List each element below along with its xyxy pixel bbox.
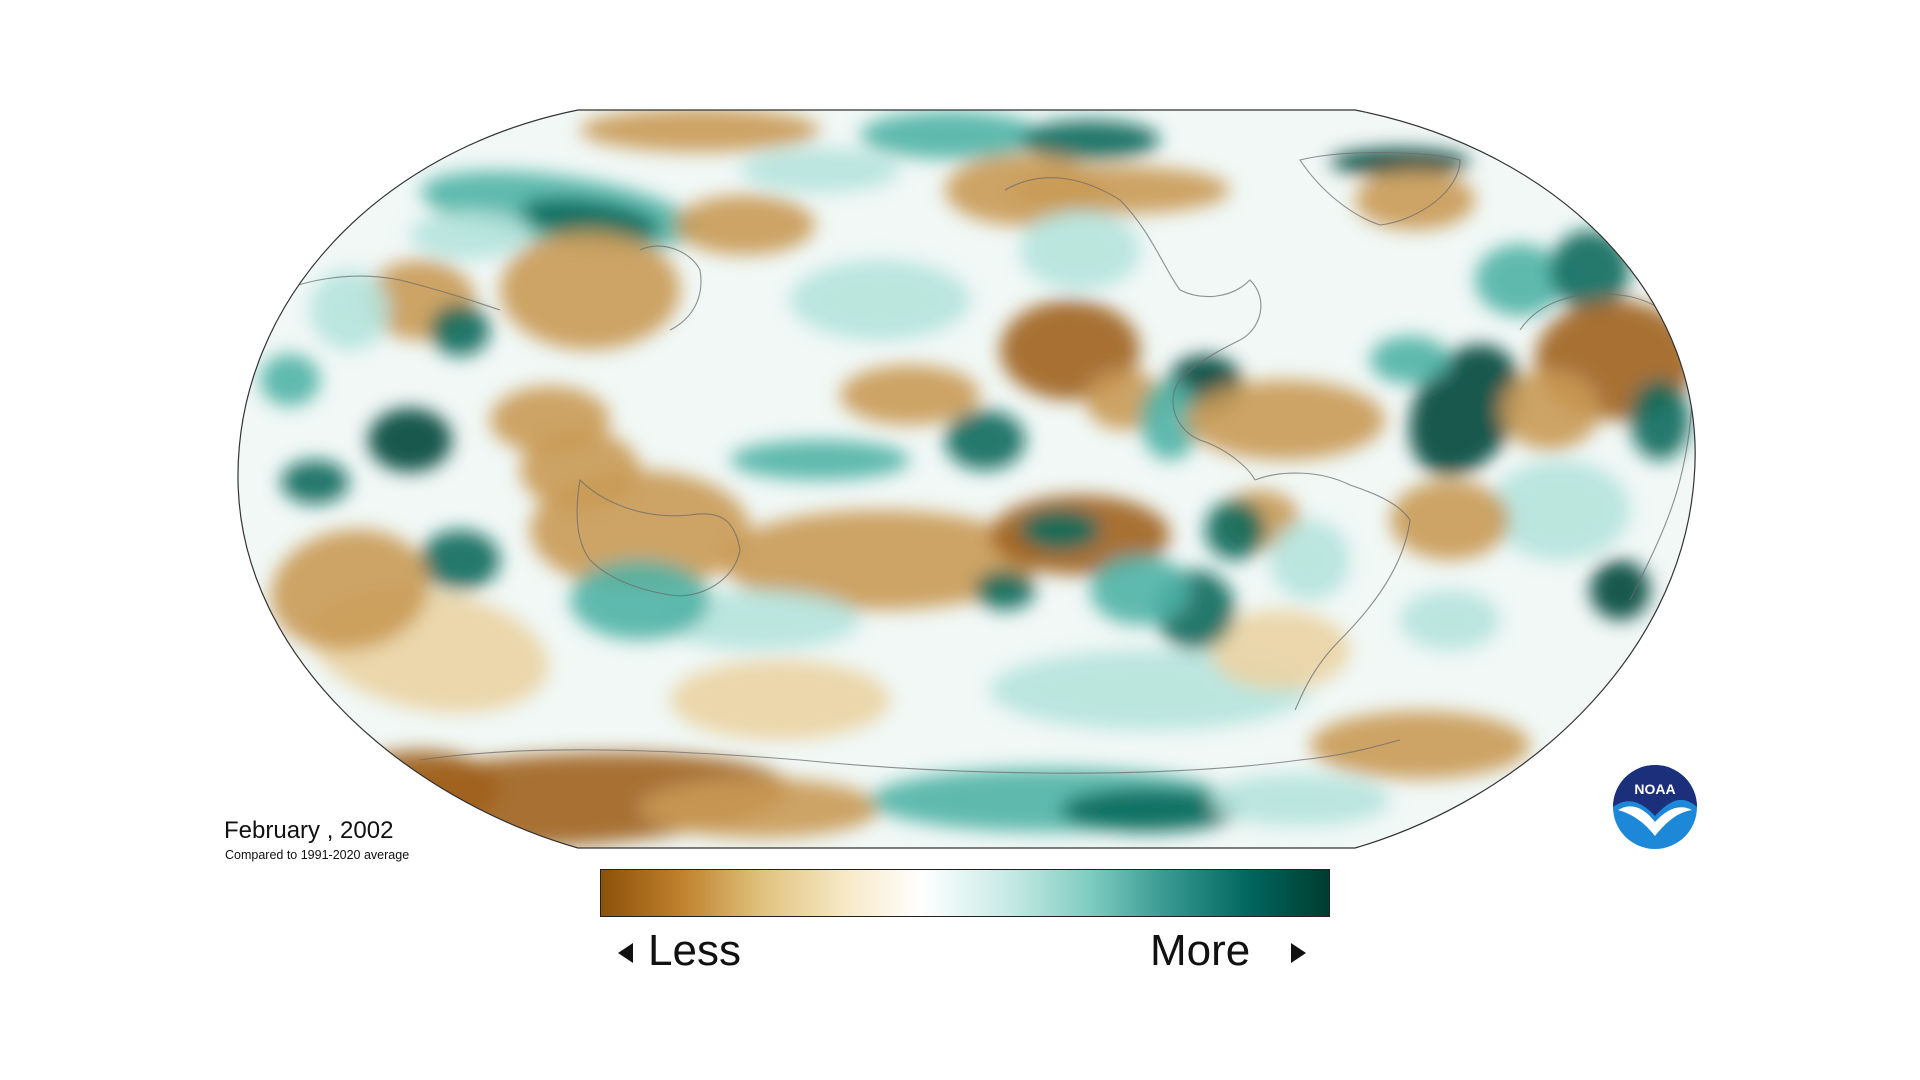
anomaly-blob — [570, 560, 710, 640]
anomaly-blob — [675, 195, 815, 255]
anomaly-blob — [1590, 560, 1650, 620]
anomaly-blob — [1355, 170, 1475, 230]
anomaly-blob — [410, 211, 530, 259]
anomaly-blob — [1020, 510, 1100, 550]
map-date-caption: February , 2002 — [224, 817, 394, 844]
anomaly-blob — [281, 460, 349, 504]
anomaly-blob — [1500, 370, 1600, 450]
anomaly-blob — [1020, 120, 1160, 160]
anomaly-blob — [368, 408, 452, 472]
anomaly-blob — [580, 110, 820, 152]
anomaly-blob — [420, 530, 500, 590]
anomaly-blob — [520, 430, 640, 510]
coastline — [419, 739, 1401, 774]
anomaly-blob — [840, 365, 980, 425]
legend-less-label: Less — [648, 926, 741, 975]
anomaly-blob — [310, 270, 390, 350]
anomaly-blob — [500, 230, 680, 350]
coastline — [1004, 177, 1262, 481]
anomaly-blob — [270, 529, 430, 651]
legend-colorbar — [600, 869, 1330, 917]
anomaly-blob — [945, 154, 1105, 226]
anomaly-blob — [520, 197, 660, 243]
anomaly-blob — [1185, 380, 1385, 460]
anomaly-blob — [670, 660, 890, 740]
anomaly-field — [237, 110, 1696, 848]
anomaly-blob — [1270, 520, 1350, 600]
anomaly-blob — [1390, 480, 1510, 560]
anomaly-blob — [1400, 590, 1500, 650]
noaa-logo: NOAA — [1613, 765, 1697, 849]
anomaly-blob — [1140, 380, 1200, 460]
anomaly-blob — [1090, 555, 1190, 625]
anomaly-blob — [640, 778, 880, 838]
coastline — [576, 478, 741, 597]
anomaly-blob — [945, 410, 1025, 470]
anomaly-blob — [1475, 244, 1565, 316]
coastline — [1254, 472, 1411, 711]
arrow-right-icon — [1291, 943, 1306, 963]
coastline — [639, 245, 702, 331]
map-outline — [237, 109, 1696, 849]
anomaly-blob — [260, 354, 320, 406]
anomaly-blob — [1020, 210, 1140, 290]
anomaly-blob — [1060, 788, 1240, 832]
anomaly-blob — [660, 590, 860, 650]
anomaly-blob — [740, 148, 900, 192]
legend-more-label: More — [1150, 926, 1251, 975]
anomaly-blob — [430, 304, 490, 356]
anomaly-blob — [790, 260, 970, 340]
anomaly-blob — [730, 440, 910, 480]
anomaly-blob — [1550, 230, 1630, 310]
arrow-left-icon — [618, 943, 633, 963]
anomaly-blob — [975, 570, 1035, 610]
anomaly-blob — [1210, 774, 1390, 826]
anomaly-blob — [1370, 336, 1450, 384]
anomaly-blob — [720, 510, 1040, 610]
anomaly-blob — [860, 111, 1040, 159]
coastline — [1299, 151, 1461, 226]
anomaly-blob — [1630, 380, 1690, 460]
noaa-logo-text: NOAA — [1634, 781, 1675, 797]
map-baseline-caption: Compared to 1991-2020 average — [225, 848, 410, 862]
anomaly-blob — [1205, 500, 1265, 560]
anomaly-blob — [1310, 711, 1530, 779]
anomaly-blob — [1490, 460, 1630, 560]
